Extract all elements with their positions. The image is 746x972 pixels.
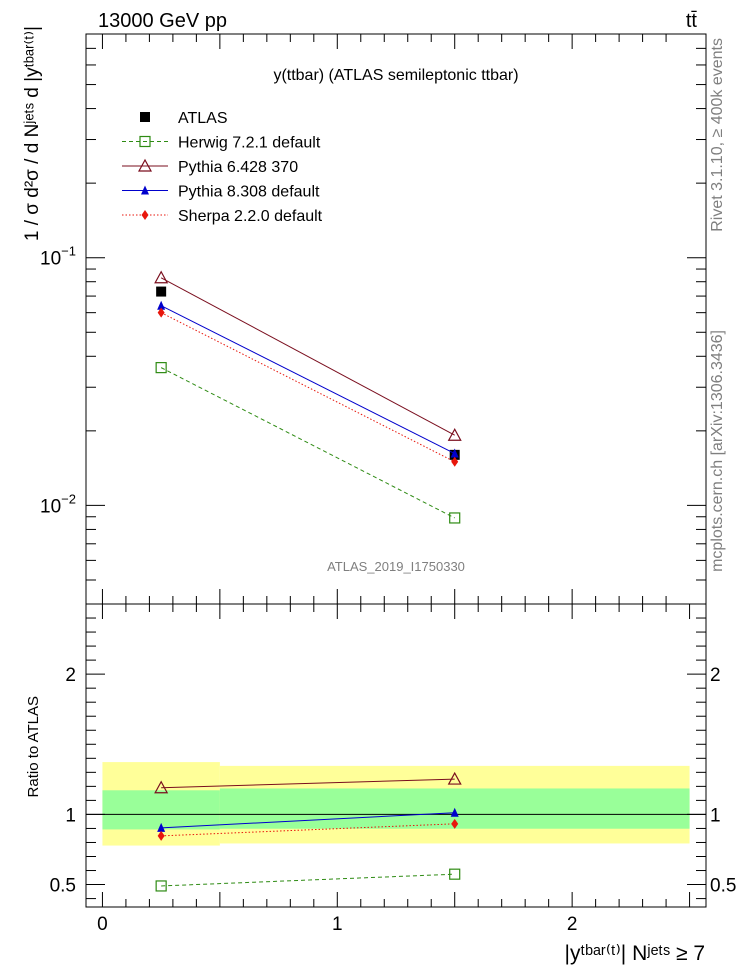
ratio-data-point [449,868,461,880]
ratio-series-line [161,873,455,887]
legend-marker [140,112,150,122]
ratio-y-tick-label: 2 [710,665,721,686]
ratio-series-line [161,812,455,829]
main-panel: 10−1 10−2 y(ttbar) (ATLAS semileptonic tt… [22,26,707,605]
legend-label: Herwig 7.2.1 default [178,135,321,152]
ratio-y-tick-label: 2 [65,665,76,686]
data-point [155,362,167,374]
source-label: mcplots.cern.ch [arXiv:1306.3436] [709,330,726,572]
series-line [160,277,455,436]
ratio-data-point [447,771,462,785]
legend: ATLAS Herwig 7.2.1 default Pythia 6.428 37… [122,110,323,225]
ratio-y-tick-label: 1 [65,805,76,826]
ratio-y-tick-label: 0.5 [710,876,736,897]
data-point [157,307,165,318]
ratio-series-line [161,778,455,789]
data-point [447,427,462,441]
y-tick-label: 10−1 [40,244,76,270]
ratio-data-point [157,830,165,841]
series-line [160,305,455,454]
series-line [160,367,455,519]
legend-label: Pythia 8.308 default [178,184,320,201]
ratio-y-tick-label: 1 [710,805,721,826]
legend-label: Pythia 6.428 370 [178,159,298,176]
chart-title: y(ttbar) (ATLAS semileptonic ttbar) [273,67,518,84]
ratio-data-point [451,818,459,829]
ratio-y-tick-label: 0.5 [50,876,76,897]
legend-marker [139,135,151,148]
ratio-data-point [154,780,169,794]
ratio-data-point [155,880,167,892]
data-point [451,456,459,467]
data-point [450,448,459,458]
legend-marker [137,158,153,172]
x-tick-label: 1 [332,914,343,935]
legend-marker [141,185,149,195]
data-point [157,300,166,310]
data-point [156,286,167,297]
energy-label: 13000 GeV pp [98,10,227,32]
watermark: ATLAS_2019_I1750330 [327,559,465,574]
ratio-data-point [450,807,459,817]
data-point [154,270,169,284]
data-point [449,512,461,524]
series-line [160,312,455,463]
ratio-data-point [157,822,166,832]
legend-label: Sherpa 2.2.0 default [178,208,323,225]
x-axis-label: |yᵗᵇᵃʳ⁽ᵗ⁾| Nʲᵉᵗˢ ≥ 7 [565,942,706,965]
y-tick-label: 10−2 [40,491,76,517]
x-tick-label: 2 [567,914,578,935]
ratio-y-axis-label: Ratio to ATLAS [25,696,42,797]
ratio-panel: 0.5 0.5 1 1 2 2 0 1 2 Ratio to ATLAS |yᵗᵇᵃʳ⁽ᵗ⁾| … [25,603,736,965]
y-axis-label: 1 / σ d²σ / d Nʲᵉᵗˢ d |yᵗᵇᵃʳ⁽ᵗ⁾| [22,26,43,241]
ratio-frame [85,603,707,908]
legend-marker [141,210,149,220]
rivet-label: Rivet 3.1.10, ≥ 400k events [709,38,726,232]
process-label: tt̄ [686,10,698,32]
x-tick-label: 0 [97,914,108,935]
legend-label: ATLAS [178,110,228,127]
